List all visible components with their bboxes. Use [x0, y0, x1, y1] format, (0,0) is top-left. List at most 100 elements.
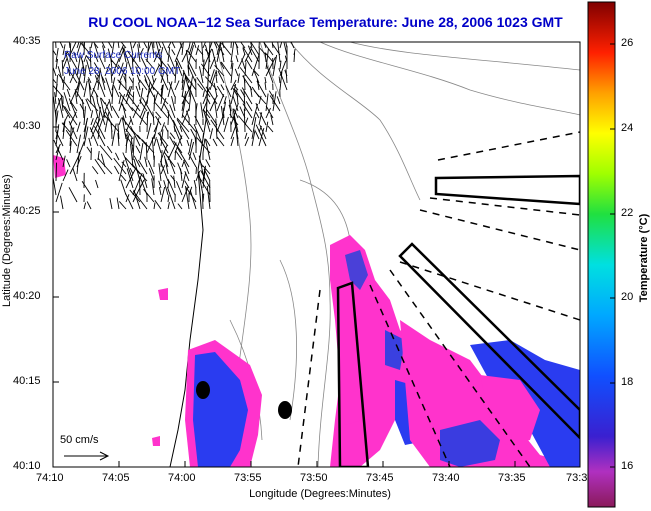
- current-vector: [190, 128, 197, 140]
- current-vector: [223, 96, 227, 105]
- current-vector: [202, 165, 211, 175]
- current-vector: [269, 95, 281, 112]
- current-vector: [171, 49, 176, 56]
- x-tick-label: 73:40: [432, 472, 460, 484]
- current-vector: [69, 43, 72, 63]
- current-vector: [168, 180, 176, 196]
- current-vector: [99, 144, 113, 161]
- current-vector: [217, 70, 225, 84]
- current-vector: [83, 42, 85, 56]
- current-vector: [143, 188, 155, 203]
- current-vector: [250, 42, 260, 56]
- x-tick-label: 74:05: [102, 472, 130, 484]
- current-vector: [169, 104, 176, 119]
- current-vector: [64, 106, 78, 126]
- current-vector: [118, 93, 126, 112]
- current-vector: [99, 68, 106, 91]
- current-vector: [73, 51, 78, 63]
- current-vector: [232, 95, 239, 112]
- current-vector: [202, 194, 204, 210]
- current-vector: [117, 42, 120, 49]
- current-vector: [94, 126, 106, 147]
- current-vector: [68, 42, 71, 49]
- current-vector: [139, 79, 148, 91]
- current-vector: [216, 85, 225, 98]
- current-vector: [83, 80, 88, 98]
- current-vector: [160, 46, 164, 56]
- current-vector: [237, 73, 240, 84]
- current-vector: [167, 81, 173, 98]
- current-vector: [179, 125, 183, 133]
- current-vector: [200, 102, 204, 119]
- current-vector: [184, 73, 190, 91]
- current-vector: [91, 166, 99, 175]
- colorbar-tick-label: 22: [621, 207, 634, 219]
- current-vector: [265, 56, 276, 77]
- current-vector: [151, 137, 155, 161]
- current-vector: [97, 79, 106, 98]
- current-vector: [251, 116, 257, 140]
- current-vector: [188, 138, 193, 154]
- current-vector: [206, 185, 211, 210]
- current-vector: [165, 159, 169, 168]
- current-vector: [147, 160, 155, 175]
- sst-patches: [53, 155, 580, 467]
- current-vector: [169, 136, 176, 147]
- current-vector: [95, 121, 106, 140]
- current-vector: [247, 45, 253, 56]
- current-vector: [146, 134, 156, 154]
- current-vector: [128, 76, 134, 84]
- current-vector: [256, 80, 267, 98]
- current-vector: [60, 195, 64, 210]
- current-vector: [253, 90, 267, 105]
- current-vector: [167, 63, 176, 77]
- current-vector: [181, 76, 186, 98]
- current-vector: [176, 62, 183, 77]
- current-vector: [266, 64, 274, 84]
- current-vector: [135, 145, 141, 154]
- current-vector: [130, 138, 134, 154]
- current-vector: [167, 194, 170, 203]
- current-vector: [251, 129, 256, 147]
- current-vector: [108, 98, 113, 112]
- current-vector: [69, 111, 77, 126]
- current-vector: [167, 202, 170, 210]
- current-vector: [272, 91, 277, 112]
- current-vector: [122, 103, 127, 119]
- current-vector: [55, 42, 57, 49]
- station-marker: [196, 381, 210, 399]
- current-vector: [175, 181, 183, 196]
- current-vector: [53, 78, 57, 84]
- current-vector: [62, 44, 66, 56]
- current-vector: [69, 42, 77, 56]
- current-vector: [145, 142, 148, 161]
- current-vector: [159, 160, 169, 182]
- current-vector: [127, 94, 141, 112]
- current-vector: [118, 159, 125, 182]
- current-vector: [230, 42, 232, 49]
- current-vector: [68, 187, 78, 203]
- current-vector: [92, 42, 99, 49]
- current-vector: [98, 55, 106, 70]
- current-vector: [201, 63, 211, 77]
- current-vector: [76, 134, 81, 154]
- current-vector: [117, 123, 120, 140]
- current-vector: [97, 157, 113, 175]
- current-vector: [158, 163, 162, 182]
- y-axis-label: Latitude (Degrees:Minutes): [1, 174, 13, 307]
- current-vector: [188, 61, 197, 77]
- current-vector: [66, 159, 71, 168]
- current-vector: [70, 101, 78, 112]
- current-vector: [244, 132, 248, 140]
- current-vector: [168, 81, 176, 98]
- current-vector: [244, 136, 250, 147]
- current-vector: [209, 71, 217, 91]
- current-vector: [181, 95, 187, 119]
- current-vector: [81, 180, 92, 196]
- current-vector: [216, 94, 225, 112]
- current-vector: [105, 77, 113, 98]
- current-vector: [54, 92, 57, 105]
- current-vector: [118, 44, 124, 56]
- x-axis-label: Longitude (Degrees:Minutes): [249, 488, 391, 500]
- current-vector: [69, 84, 79, 105]
